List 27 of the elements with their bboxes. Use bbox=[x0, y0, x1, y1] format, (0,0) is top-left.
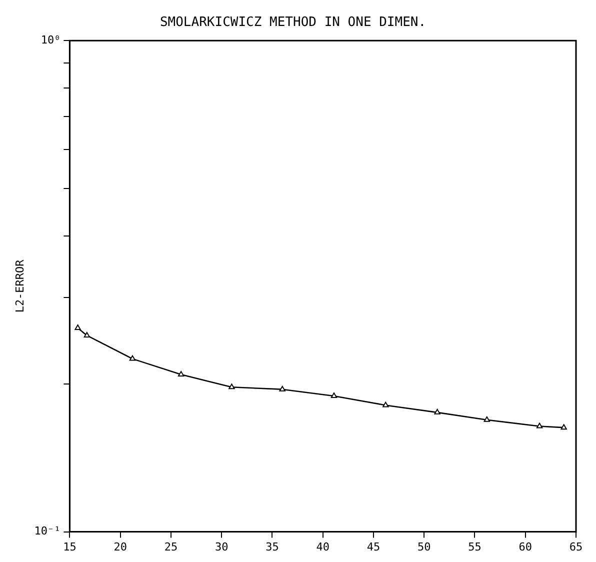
point bbox=[434, 408, 440, 414]
point bbox=[129, 355, 136, 361]
chart-title: SMOLARKICWICZ METHOD IN ONE DIMEN. bbox=[160, 15, 426, 30]
x-tick-label: 20 bbox=[114, 540, 127, 554]
point bbox=[279, 386, 286, 392]
y-axis-title: L2-ERROR bbox=[13, 259, 26, 313]
point bbox=[74, 324, 81, 330]
point bbox=[178, 371, 184, 377]
x-tick-label: 65 bbox=[569, 540, 583, 554]
point bbox=[536, 422, 543, 428]
x-tick-label: 25 bbox=[164, 540, 178, 554]
y-tick-label: 10⁰ bbox=[40, 33, 61, 46]
y-tick-label: 10⁻¹ bbox=[34, 524, 61, 538]
x-tick-label: 45 bbox=[366, 540, 380, 554]
x-tick-label: 50 bbox=[417, 540, 431, 554]
point bbox=[382, 402, 389, 408]
point bbox=[84, 332, 90, 338]
x-tick-label: 60 bbox=[518, 540, 532, 554]
point bbox=[228, 384, 235, 390]
point bbox=[484, 416, 490, 422]
point bbox=[560, 424, 567, 430]
x-tick-label: 35 bbox=[266, 540, 279, 554]
x-tick-label: 40 bbox=[316, 540, 330, 554]
x-tick-label: 55 bbox=[468, 540, 482, 554]
x-tick-label: 30 bbox=[214, 540, 228, 554]
x-tick-label: 15 bbox=[63, 540, 76, 554]
point bbox=[330, 392, 338, 398]
